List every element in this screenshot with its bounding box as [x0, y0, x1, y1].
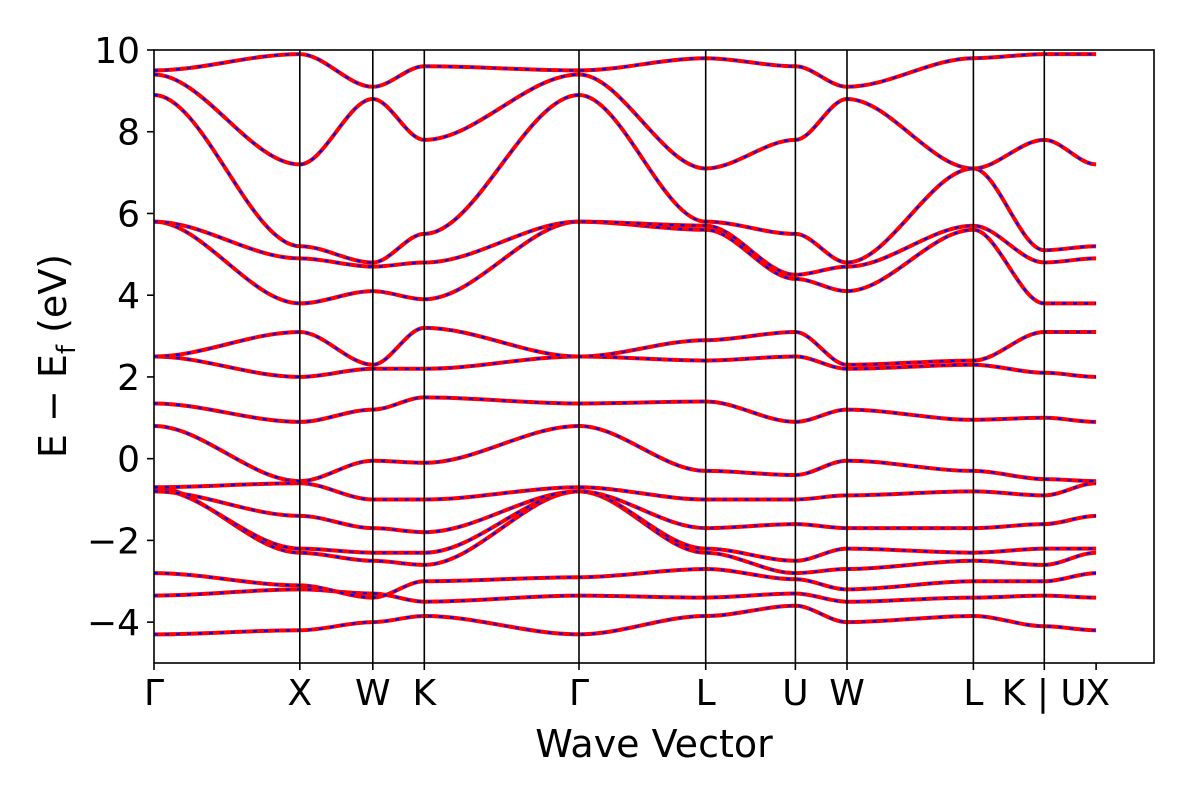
- x-tick-label: U: [782, 673, 808, 714]
- y-tick-label: 0: [117, 440, 140, 481]
- band-line-dashed: [154, 424, 1097, 483]
- high-symmetry-lines: [298, 50, 1046, 663]
- y-tick-label: −2: [87, 521, 140, 562]
- x-tick-label: Γ: [144, 673, 164, 714]
- band-line: [154, 219, 1097, 306]
- x-tick-label: X: [1085, 673, 1110, 714]
- x-tick-label: L: [696, 673, 716, 714]
- y-tick-label: 10: [94, 31, 140, 72]
- plot-frame: [153, 49, 1155, 664]
- y-axis: −4 −2 0 2 4 6 8 10: [87, 31, 154, 644]
- x-tick-label: W: [355, 673, 391, 714]
- band-line-dashed: [154, 73, 1097, 170]
- y-axis-title-subscript: f: [52, 344, 82, 354]
- y-tick-label: 2: [117, 358, 140, 399]
- y-tick-label: 6: [117, 194, 140, 235]
- x-axis-title: Wave Vector: [535, 722, 773, 766]
- x-tick-label: X: [287, 673, 312, 714]
- x-tick-label: K: [412, 673, 437, 714]
- band-line-dashed: [154, 93, 1097, 264]
- y-axis-title-main: E − E: [31, 354, 75, 458]
- y-tick-label: 4: [117, 276, 140, 317]
- x-tick-label: Γ: [569, 673, 589, 714]
- x-tick-label: K | U: [1002, 673, 1087, 714]
- y-axis-title: E − Ef (eV): [31, 254, 82, 458]
- band-line-dashed: [154, 488, 1097, 562]
- y-axis-title-unit: (eV): [31, 254, 75, 345]
- band-line-dashed: [154, 52, 1097, 88]
- y-tick-label: 8: [117, 113, 140, 154]
- band-line-dashed: [154, 220, 1097, 276]
- y-tick-label: −4: [87, 603, 140, 644]
- x-tick-label: L: [963, 673, 983, 714]
- x-tick-label: W: [829, 673, 865, 714]
